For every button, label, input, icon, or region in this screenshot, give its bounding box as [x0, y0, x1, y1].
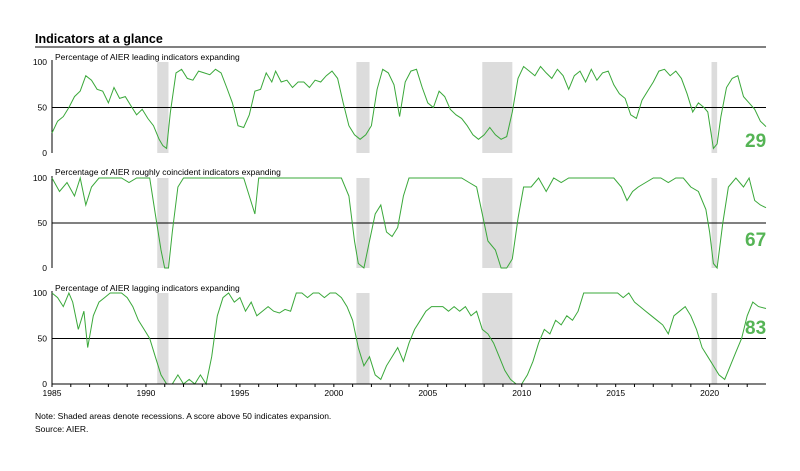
- y-tick-label: 50: [38, 103, 48, 113]
- panel-3: 100 50 0 Percentage of AIER lagging indicat…: [33, 283, 766, 389]
- chart-title: Indicators at a glance: [35, 32, 163, 46]
- panel-2: 100 50 0 Percentage of AIER roughly coincid…: [33, 167, 767, 273]
- y-tick-label: 100: [33, 288, 47, 298]
- x-axis: 1985 1990 1995 2000 2005 2010 2015 2020: [43, 383, 766, 398]
- x-tick-label: 2015: [606, 388, 625, 398]
- panels-layer: 100 50 0 Percentage of AIER leading indicat…: [33, 52, 767, 389]
- y-tick-label: 0: [42, 148, 47, 158]
- y-tick-label: 0: [42, 263, 47, 273]
- y-tick-label: 100: [33, 57, 47, 67]
- latest-value-label: 67: [745, 230, 766, 251]
- latest-value-label: 83: [745, 318, 766, 339]
- x-tick-label: 2010: [512, 388, 531, 398]
- panel-1: 100 50 0 Percentage of AIER leading indicat…: [33, 52, 767, 158]
- y-tick-label: 0: [42, 379, 47, 389]
- y-tick-label: 100: [33, 173, 47, 183]
- panel-subtitle: Percentage of AIER leading indicators ex…: [55, 52, 240, 62]
- x-tick-label: 2000: [324, 388, 343, 398]
- latest-value-label: 29: [745, 131, 766, 152]
- x-tick-label: 1985: [43, 388, 62, 398]
- source-text: Source: AIER.: [35, 424, 88, 434]
- x-tick-label: 2005: [418, 388, 437, 398]
- x-tick-label: 1990: [136, 388, 155, 398]
- panel-subtitle: Percentage of AIER lagging indicators ex…: [55, 283, 240, 293]
- y-tick-label: 50: [38, 334, 48, 344]
- series-line: [51, 176, 767, 270]
- note-text: Note: Shaded areas denote recessions. A …: [35, 411, 331, 421]
- x-tick-label: 1995: [230, 388, 249, 398]
- y-tick-label: 50: [38, 218, 48, 228]
- series-line: [51, 65, 767, 150]
- panel-subtitle: Percentage of AIER roughly coincident in…: [55, 167, 281, 177]
- x-tick-label: 2020: [700, 388, 719, 398]
